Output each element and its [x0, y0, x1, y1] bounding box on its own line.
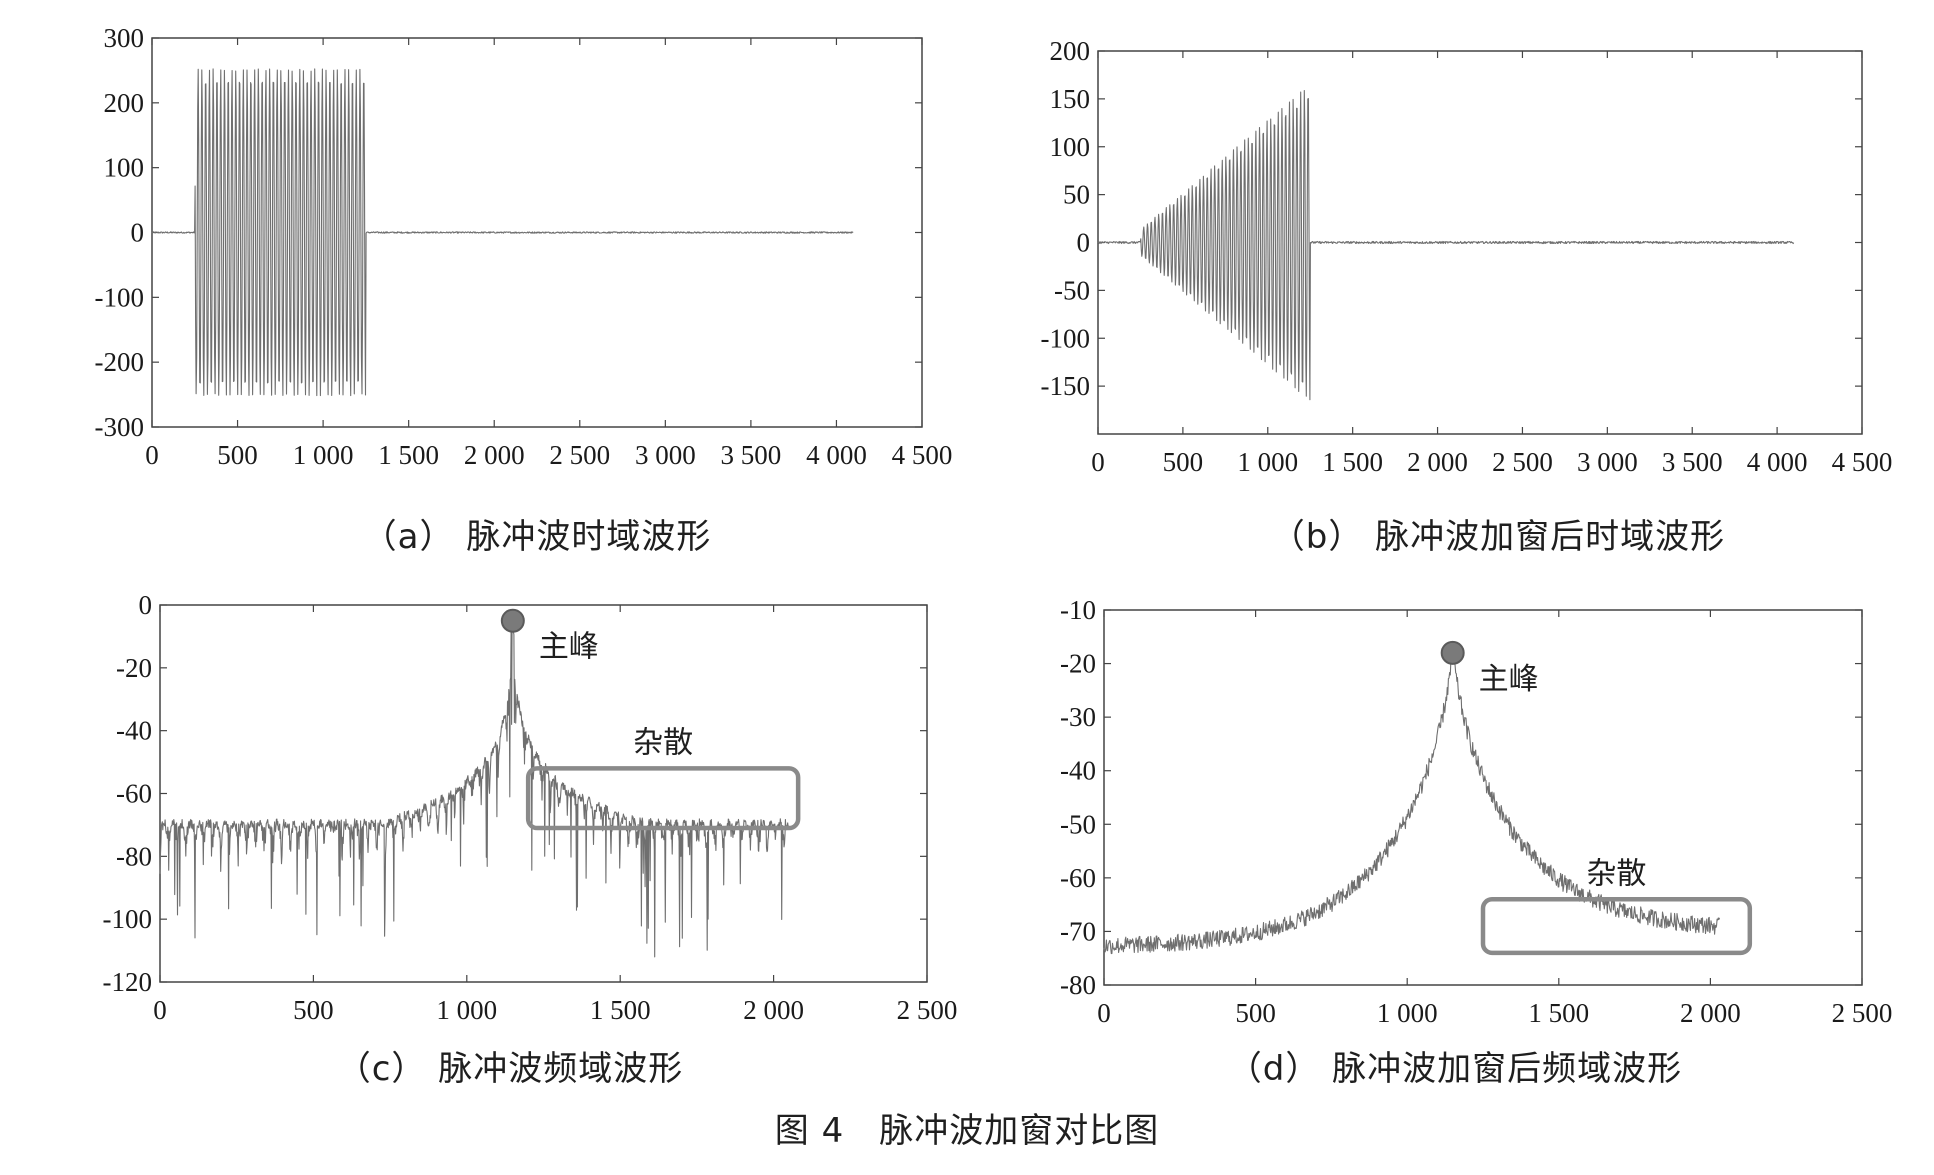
y-tick-label: -200 — [95, 347, 145, 377]
series-line — [1097, 89, 1795, 401]
x-tick-label: 0 — [1091, 447, 1105, 477]
x-tick-label: 2 000 — [464, 440, 525, 470]
y-tick-label: 0 — [139, 590, 153, 620]
spurious-label: 杂散 — [1586, 856, 1646, 891]
x-tick-label: 2 500 — [549, 440, 610, 470]
y-tick-label: -150 — [1041, 371, 1091, 401]
chart-panel-d: 0 500 1 000 1 500 2 000 2 500 -10 -20 -30 -40 -50 -… — [1060, 595, 1892, 1089]
main-peak-label: 主峰 — [539, 630, 599, 665]
main-peak-marker — [1440, 640, 1465, 665]
y-tick-label: -40 — [116, 716, 152, 746]
x-tick-label: 500 — [293, 995, 334, 1025]
y-tick-label: -100 — [103, 904, 153, 934]
y-tick-label: -100 — [1041, 323, 1091, 353]
main-peak-label: 主峰 — [1479, 662, 1539, 697]
spurious-box — [525, 766, 801, 831]
y-tick-label: -60 — [116, 779, 152, 809]
y-tick-label: -20 — [1060, 649, 1096, 679]
main-peak-marker — [500, 608, 525, 633]
figure-caption: 图 4 脉冲波加窗对比图 — [775, 1111, 1159, 1151]
x-tick-label: 500 — [217, 440, 258, 470]
y-tick-label: 300 — [104, 23, 145, 53]
y-tick-label: 0 — [1077, 228, 1091, 258]
x-tick-label: 2 000 — [1407, 447, 1468, 477]
series-line — [1103, 649, 1721, 955]
x-tick-label: 1 500 — [1528, 998, 1589, 1028]
x-tick-label: 1 000 — [436, 995, 497, 1025]
x-tick-label: 3 500 — [721, 440, 782, 470]
spurious-box — [1480, 897, 1753, 956]
y-tick-label: -80 — [1060, 970, 1096, 1000]
y-tick-label: -70 — [1060, 916, 1096, 946]
x-tick-label: 1 500 — [1322, 447, 1383, 477]
x-tick-label: 1 500 — [378, 440, 439, 470]
y-tick-label: 200 — [104, 88, 145, 118]
x-tick-label: 3 000 — [1577, 447, 1638, 477]
y-tick-label: -60 — [1060, 863, 1096, 893]
chart-panel-c: 0 500 1 000 1 500 2 000 2 500 0 -20 -40 -60 -80 -10… — [103, 590, 958, 1089]
y-tick-label: 50 — [1063, 180, 1090, 210]
chart-title: （d） 脉冲波加窗后频域波形 — [1228, 1049, 1682, 1089]
x-tick-label: 1 000 — [1237, 447, 1298, 477]
chart-panel-a: 0 500 1 000 1 500 2 000 2 500 3 000 3 500 4 000 4… — [95, 23, 953, 557]
x-tick-label: 2 500 — [1492, 447, 1553, 477]
x-tick-label: 500 — [1163, 447, 1204, 477]
x-tick-label: 2 000 — [743, 995, 804, 1025]
x-tick-label: 4 000 — [1747, 447, 1808, 477]
chart-panel-b: 0 500 1 000 1 500 2 000 2 500 3 000 3 500 4 000 4… — [1041, 36, 1893, 557]
y-tick-label: -300 — [95, 412, 145, 442]
x-tick-label: 0 — [153, 995, 167, 1025]
x-tick-label: 3 000 — [635, 440, 696, 470]
x-tick-label: 4 000 — [806, 440, 867, 470]
plot-frame — [1103, 609, 1863, 986]
x-tick-label: 1 500 — [590, 995, 651, 1025]
y-tick-label: -100 — [95, 282, 145, 312]
chart-title: （c） 脉冲波频域波形 — [337, 1049, 684, 1089]
y-tick-label: -40 — [1060, 756, 1096, 786]
x-tick-label: 3 500 — [1662, 447, 1723, 477]
y-tick-label: 100 — [1050, 132, 1091, 162]
x-tick-label: 1 000 — [293, 440, 354, 470]
y-tick-label: -30 — [1060, 702, 1096, 732]
y-tick-label: 0 — [131, 218, 145, 248]
x-tick-label: 1 000 — [1377, 998, 1438, 1028]
series-line — [159, 621, 790, 958]
y-tick-label: 100 — [104, 153, 145, 183]
x-tick-label: 500 — [1235, 998, 1276, 1028]
x-tick-label: 4 500 — [1832, 447, 1893, 477]
x-tick-label: 0 — [1097, 998, 1111, 1028]
y-tick-label: -120 — [103, 967, 153, 997]
x-tick-label: 0 — [145, 440, 159, 470]
y-tick-label: -20 — [116, 653, 152, 683]
chart-title: （a） 脉冲波时域波形 — [363, 517, 712, 557]
y-tick-label: -50 — [1054, 275, 1090, 305]
chart-title: （b） 脉冲波加窗后时域波形 — [1271, 517, 1725, 557]
x-tick-label: 2 500 — [1832, 998, 1893, 1028]
spurious-label: 杂散 — [633, 725, 693, 760]
x-tick-label: 4 500 — [892, 440, 953, 470]
y-tick-label: 150 — [1050, 84, 1091, 114]
y-tick-label: -10 — [1060, 595, 1096, 625]
x-tick-label: 2 000 — [1680, 998, 1741, 1028]
x-tick-label: 2 500 — [897, 995, 958, 1025]
y-tick-label: -50 — [1060, 809, 1096, 839]
series-line — [151, 68, 854, 397]
y-tick-label: -80 — [116, 841, 152, 871]
y-tick-label: 200 — [1050, 36, 1091, 66]
